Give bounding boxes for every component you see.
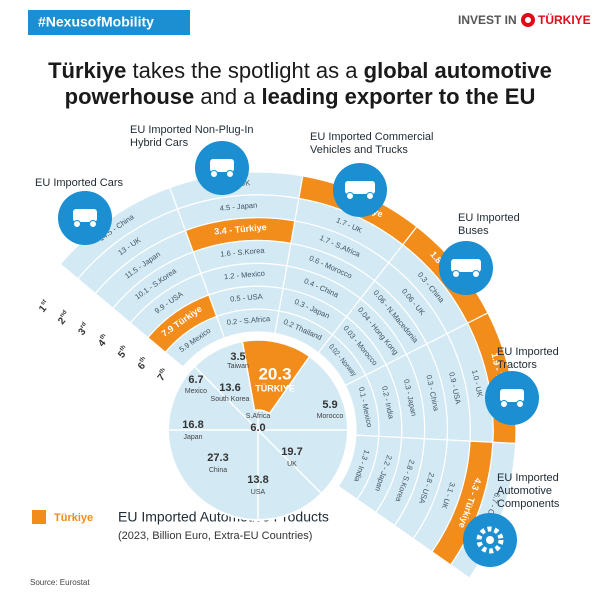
category-label: Tractors (497, 359, 537, 371)
center-label: S.Africa (246, 413, 271, 420)
icon-glyph (516, 400, 524, 408)
logo-icon-center (525, 17, 531, 23)
icon-glyph (89, 220, 97, 228)
rank-number: 3 (76, 326, 88, 338)
chart-subtitle: (2023, Billion Euro, Extra-EU Countries) (118, 530, 312, 542)
legend-label: Türkiye (54, 512, 93, 524)
title-line: Türkiye takes the spotlight as a global … (48, 58, 552, 83)
center-value: 6.0 (250, 422, 265, 434)
category-label: Automotive (497, 485, 552, 497)
logo-country: TÜRKIYE (538, 12, 591, 27)
center-label: China (209, 467, 227, 474)
cell-label: 1.2 - Mexico (224, 269, 265, 282)
source: Source: Eurostat (30, 578, 90, 587)
center-value: 16.8 (182, 419, 203, 431)
center-value: 5.9 (322, 399, 337, 411)
rank-suffix: th (119, 344, 127, 352)
title-segment: and a (194, 84, 261, 109)
center-value: 6.7 (188, 374, 203, 386)
title-segment: leading exporter to the EU (262, 84, 536, 109)
cell (337, 434, 380, 501)
center-value: 27.3 (207, 452, 228, 464)
rank-number: 6 (136, 360, 148, 372)
rank-label: 2nd (55, 309, 73, 327)
cell-label: 0.2 - S.Africa (226, 314, 271, 327)
cell-label: 0.5 - USA (230, 292, 263, 304)
category-label: EU Imported (497, 472, 559, 484)
center-divider (193, 365, 323, 495)
center-label: USA (251, 489, 266, 496)
title-segment: Türkiye (48, 58, 126, 83)
rank-label: 4th (95, 332, 112, 349)
center-value: 20.3 (258, 364, 291, 383)
icon-glyph (346, 192, 354, 200)
icon-glyph (73, 220, 81, 228)
category-label: Vehicles and Trucks (310, 144, 408, 156)
rank-number: 7 (156, 372, 168, 384)
category-label: EU Imported Commercial (310, 131, 433, 143)
cell-label: 4.5 - Japan (219, 201, 257, 213)
icon-glyph (486, 536, 494, 544)
icon-glyph (500, 400, 508, 408)
tag-background (28, 10, 190, 35)
logo-prefix: INVEST IN (458, 13, 517, 27)
icon-glyph (73, 209, 97, 222)
icon-glyph (476, 526, 504, 554)
icon-glyph (210, 159, 234, 172)
center-label: South Korea (211, 396, 250, 403)
rank-label: 6th (135, 355, 152, 372)
rank-label: 5th (115, 344, 132, 361)
category-label: Buses (458, 225, 489, 237)
center-label: Taiwan (227, 363, 249, 370)
center-value: 13.6 (219, 382, 240, 394)
rank-suffix: nd (59, 309, 69, 319)
category-label: Components (497, 498, 560, 510)
icon-glyph (210, 170, 218, 178)
center-label: Japan (183, 434, 202, 441)
center-label: Morocco (317, 413, 344, 420)
cell-label: 1.6 - S.Korea (220, 246, 266, 259)
icon-glyph (452, 270, 460, 278)
rank-number: 2 (56, 315, 68, 327)
icon-glyph (366, 192, 374, 200)
tag: #NexusofMobility (38, 14, 154, 30)
icon-glyph (472, 270, 480, 278)
icon-glyph (345, 181, 375, 194)
icon-glyph (500, 389, 524, 402)
category-label: EU Imported Non-Plug-In (130, 124, 254, 136)
rank-label: 7th (155, 367, 172, 384)
center-label: Mexico (185, 388, 207, 395)
category-label: EU Imported (458, 212, 520, 224)
category-label: EU Imported Cars (35, 177, 124, 189)
rank-suffix: th (158, 367, 166, 375)
rank-label: 1st (36, 298, 52, 314)
icon-glyph (226, 170, 234, 178)
title-segment: global automotive (364, 58, 552, 83)
rank-number: 5 (116, 349, 128, 361)
legend-swatch (32, 510, 46, 524)
category-label: Hybrid Cars (130, 137, 189, 149)
title-segment: takes the spotlight as a (126, 58, 363, 83)
rank-number: 1 (37, 303, 49, 315)
center-highlight (241, 339, 311, 415)
icon-glyph (451, 259, 481, 272)
center-value: 13.8 (247, 474, 268, 486)
rank-suffix: rd (79, 321, 88, 330)
title: Türkiye takes the spotlight as a global … (48, 58, 552, 109)
rank-suffix: st (40, 298, 48, 306)
category-label: EU Imported (497, 346, 559, 358)
center-value: 3.5 (230, 351, 245, 363)
title-segment: powerhouse (65, 84, 195, 109)
center-label: TÜRKIYE (255, 383, 295, 393)
title-line: powerhouse and a leading exporter to the… (65, 84, 536, 109)
rank-suffix: th (138, 355, 146, 363)
cell-label: 3.4 - Türkiye (214, 222, 267, 237)
center-value: 19.7 (281, 446, 302, 458)
center-label: UK (287, 461, 297, 468)
rank-suffix: th (99, 332, 107, 340)
rank-number: 4 (96, 337, 108, 349)
rank-label: 3rd (75, 321, 92, 338)
